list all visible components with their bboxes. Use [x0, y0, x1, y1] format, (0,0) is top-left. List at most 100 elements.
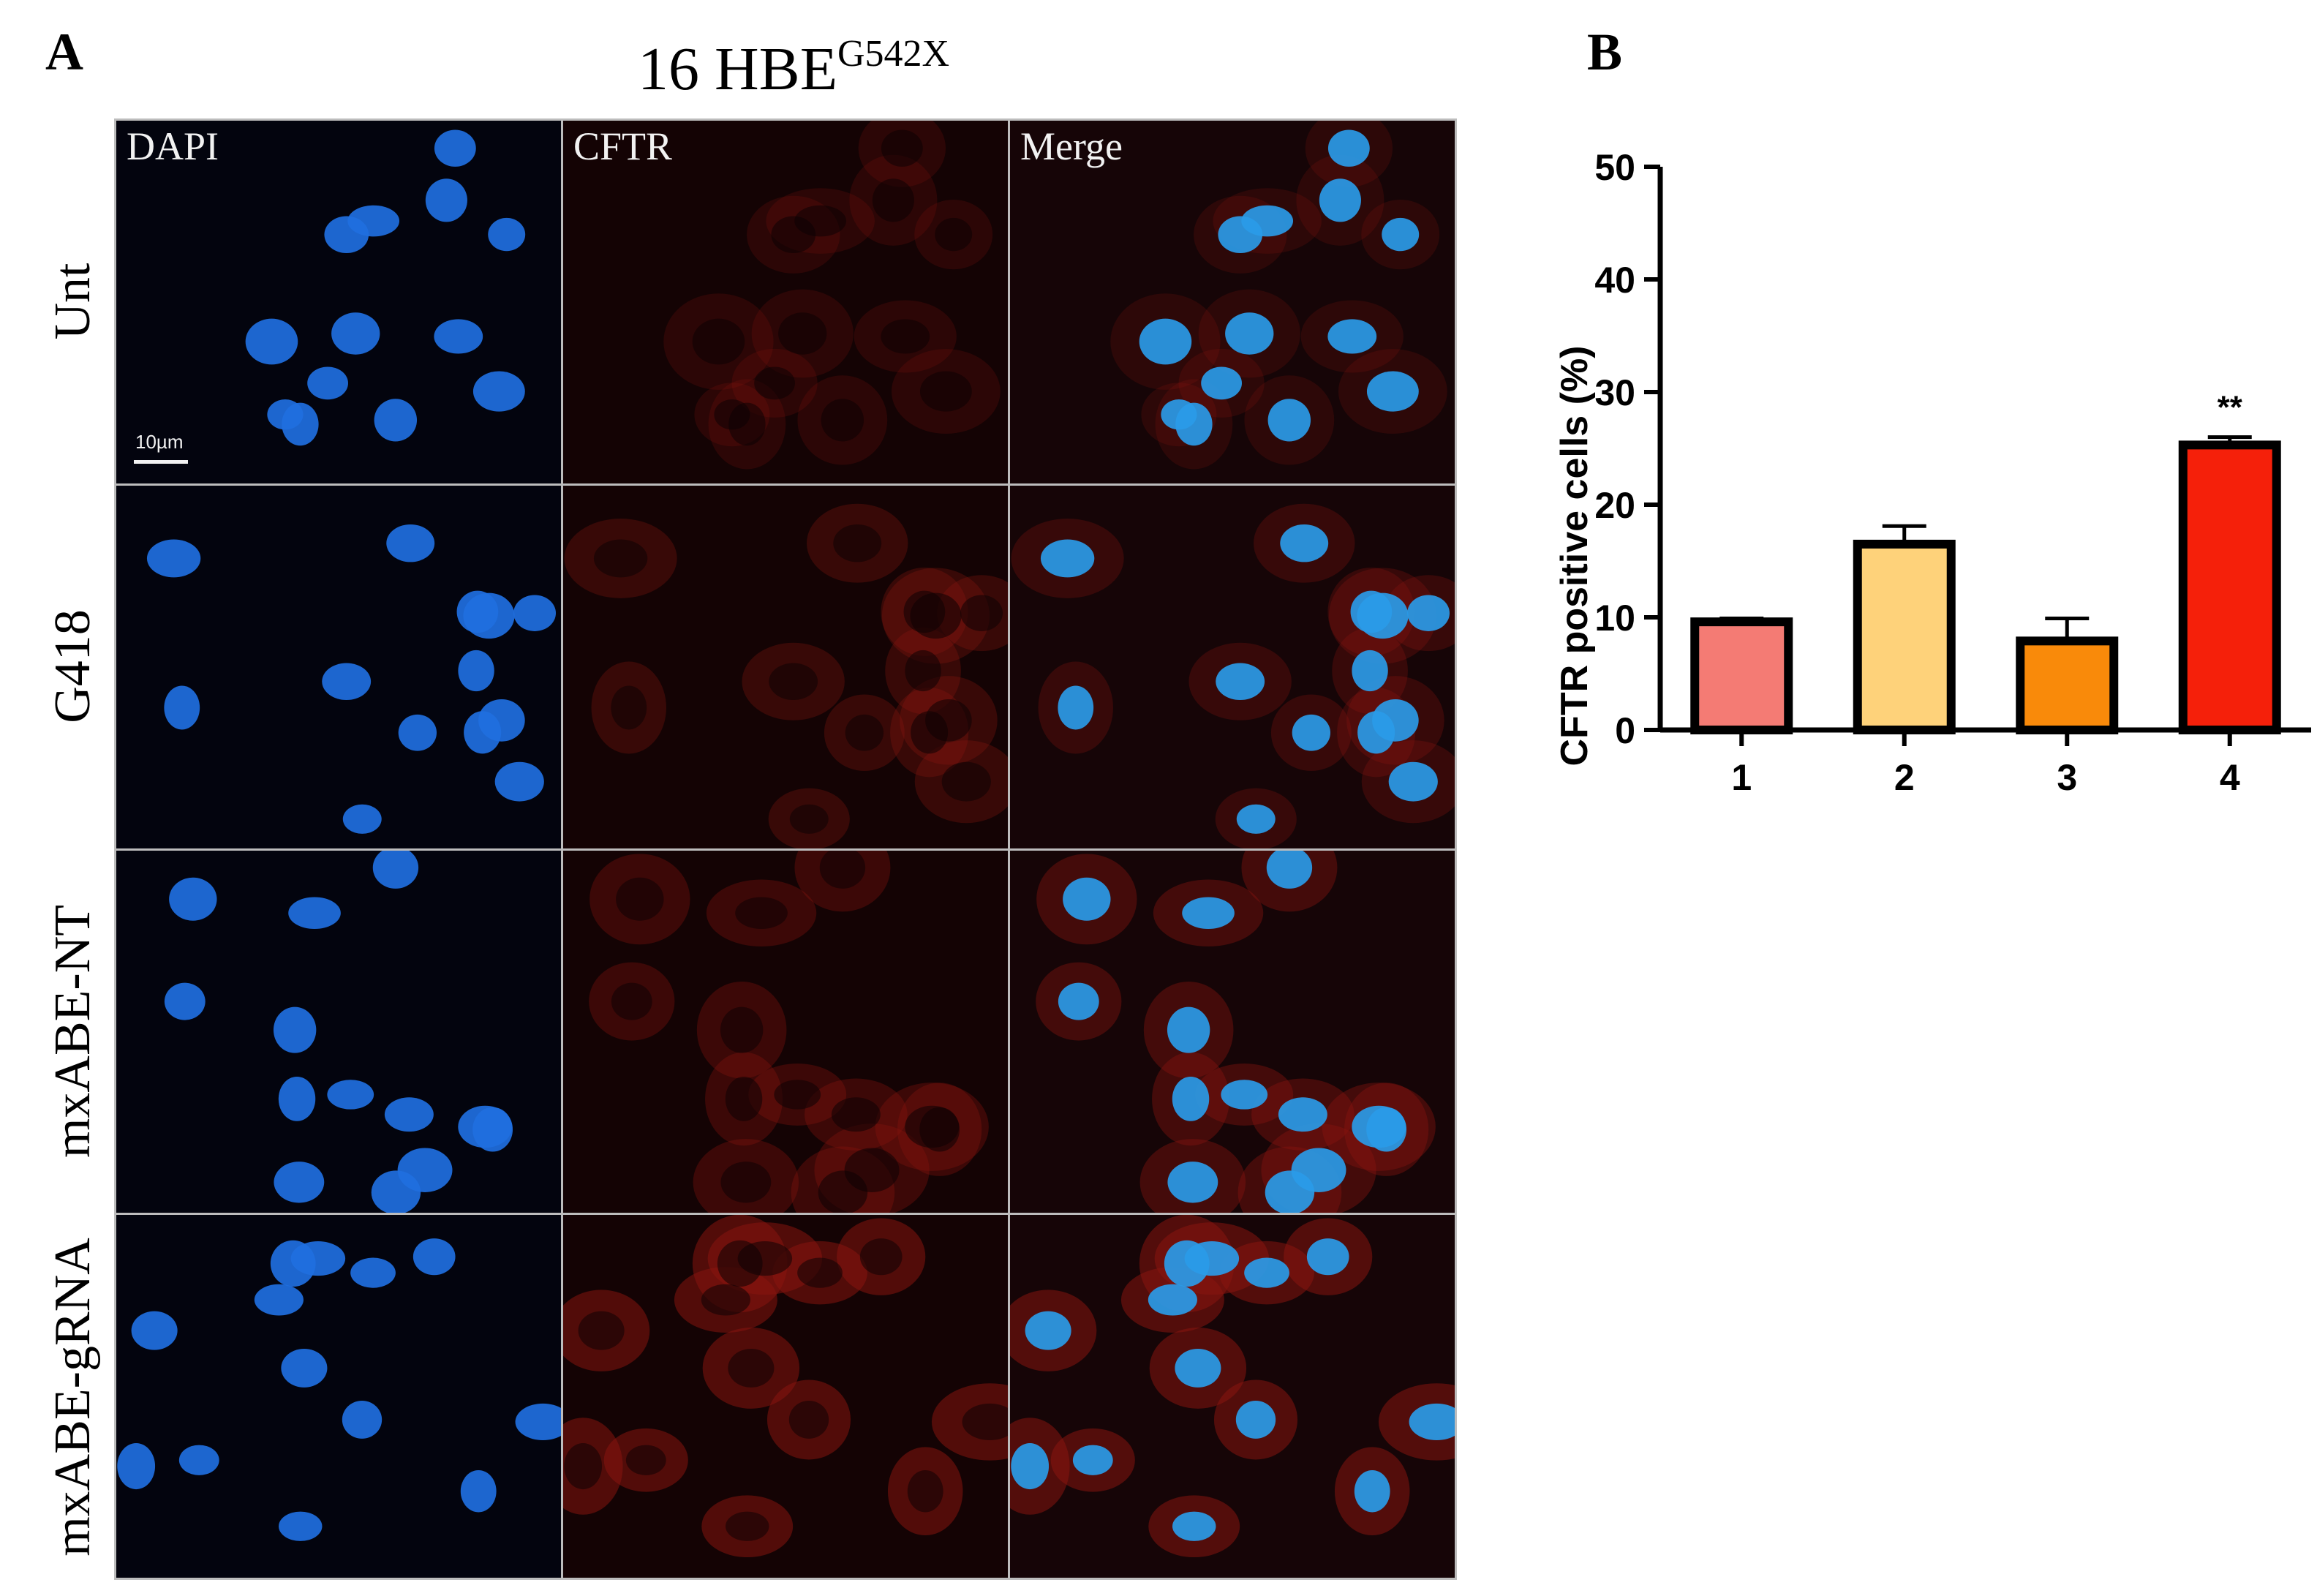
x-tick-label: 2 — [1894, 757, 1915, 798]
cell-nucleus — [515, 1404, 561, 1441]
nucleus-shadow — [701, 1284, 750, 1316]
nucleus-shadow — [611, 685, 647, 730]
nucleus-shadow — [881, 319, 930, 354]
column-header-merge: Merge — [1020, 124, 1123, 168]
row-label-unt-text: Unt — [45, 263, 101, 340]
nucleus-shadow — [720, 1161, 772, 1202]
cell-nucleus — [434, 129, 476, 167]
cell-nucleus — [1382, 217, 1420, 252]
nucleus-shadow — [935, 217, 973, 252]
micrograph-mxabe-nt-dapi — [116, 850, 561, 1213]
bar-1 — [1690, 617, 1793, 734]
nucleus-shadow — [919, 371, 972, 412]
y-tick-label: 40 — [1594, 260, 1635, 301]
cell-nucleus — [1011, 1443, 1050, 1490]
cell-nucleus — [412, 1238, 456, 1276]
cell-nucleus — [1221, 1079, 1268, 1110]
cell-nucleus — [146, 539, 201, 578]
nucleus-shadow — [692, 318, 745, 365]
micrograph-mxabe-nt-merge — [1010, 850, 1455, 1213]
cell-nucleus — [1267, 399, 1311, 442]
cell-nucleus — [1164, 1240, 1210, 1287]
cell-nucleus — [1025, 1311, 1071, 1350]
cell-nucleus — [513, 595, 557, 631]
column-header-cftr: CFTR — [573, 124, 673, 168]
plot-area: 0 10 20 30 40 50 1 2 3 4 ** — [1594, 147, 2311, 798]
cell-nucleus — [456, 590, 499, 633]
cell-nucleus — [169, 877, 217, 921]
cell-nucleus — [347, 205, 400, 237]
cell-nucleus — [458, 1105, 513, 1148]
cell-nucleus — [278, 1076, 316, 1121]
row-label-g418-text: G418 — [45, 609, 101, 723]
cell-nucleus — [494, 761, 544, 802]
cell-nucleus — [458, 650, 494, 691]
cell-nucleus — [1407, 595, 1450, 631]
cell-nucleus — [307, 366, 348, 400]
bar-3 — [2016, 636, 2119, 735]
nucleus-shadow — [844, 1147, 900, 1192]
nucleus-shadow — [778, 312, 827, 355]
cell-nucleus — [322, 663, 372, 700]
cell-nucleus — [425, 178, 467, 222]
scale-bar-label: 10µm — [135, 431, 184, 453]
nucleus-shadow — [831, 1096, 881, 1132]
cell-nucleus — [331, 312, 380, 355]
cell-nucleus — [1236, 804, 1276, 834]
cell-nucleus — [1350, 590, 1393, 633]
cell-nucleus — [1241, 205, 1294, 237]
cell-nucleus — [1372, 699, 1419, 742]
micrograph-mxabe-grna-dapi — [116, 1215, 561, 1578]
nucleus-shadow — [774, 1079, 821, 1110]
cell-nucleus — [274, 1161, 325, 1202]
nucleus-shadow — [616, 877, 664, 921]
cell-nucleus — [1182, 896, 1235, 929]
micrograph-mxabe-nt-cftr — [563, 850, 1008, 1213]
cell-nucleus — [1216, 663, 1265, 700]
cell-nucleus — [288, 896, 341, 929]
micrograph-grid: DAPI 10µm CFTR Merge — [114, 118, 1457, 1580]
nucleus-shadow — [625, 1445, 666, 1476]
cell-nucleus — [397, 1147, 453, 1192]
micrograph-g418-cftr — [563, 485, 1008, 848]
scale-bar — [134, 460, 188, 464]
cell-nucleus — [1058, 982, 1099, 1020]
y-tick-label: 30 — [1594, 372, 1635, 413]
nucleus-shadow — [845, 714, 884, 751]
nucleus-shadow — [564, 1443, 603, 1490]
nucleus-shadow — [903, 590, 946, 633]
row-label-mxabe-nt-text: mxABE-NT — [45, 904, 101, 1159]
nucleus-shadow — [735, 896, 788, 929]
cell-nucleus — [1225, 312, 1274, 355]
cell-nucleus — [1366, 371, 1419, 412]
cell-nucleus — [386, 524, 435, 562]
micrograph-unt-dapi: DAPI 10µm — [116, 121, 561, 483]
panel-label-a: A — [45, 23, 83, 81]
cell-nucleus — [342, 1401, 383, 1439]
nucleus-shadow — [797, 1257, 843, 1288]
micrograph-mxabe-grna-merge — [1010, 1215, 1455, 1578]
y-tick-label: 0 — [1615, 710, 1635, 751]
nucleus-shadow — [905, 1105, 960, 1148]
cell-nucleus — [1354, 1470, 1390, 1513]
y-axis-title: CFTR positive cells (%) — [1553, 346, 1596, 767]
nucleus-shadow — [821, 399, 864, 442]
nucleus-shadow — [728, 402, 766, 446]
cell-nucleus — [254, 1284, 304, 1316]
nucleus-shadow — [872, 178, 914, 222]
cell-nucleus — [478, 699, 525, 742]
nucleus-shadow — [611, 982, 652, 1020]
micrograph-g418-dapi — [116, 485, 561, 848]
cell-nucleus — [1175, 1349, 1221, 1388]
figure-title-main: 16 HBE — [638, 35, 837, 103]
cell-nucleus — [1175, 402, 1213, 446]
nucleus-shadow — [859, 1238, 903, 1276]
y-tick-label: 20 — [1594, 485, 1635, 526]
cell-nucleus — [1244, 1257, 1289, 1288]
cell-nucleus — [1201, 366, 1242, 400]
y-tick-label: 50 — [1594, 147, 1635, 188]
bar-4 — [2178, 440, 2281, 734]
nucleus-shadow — [962, 1404, 1008, 1441]
cell-nucleus — [131, 1311, 178, 1350]
nucleus-shadow — [794, 205, 847, 237]
